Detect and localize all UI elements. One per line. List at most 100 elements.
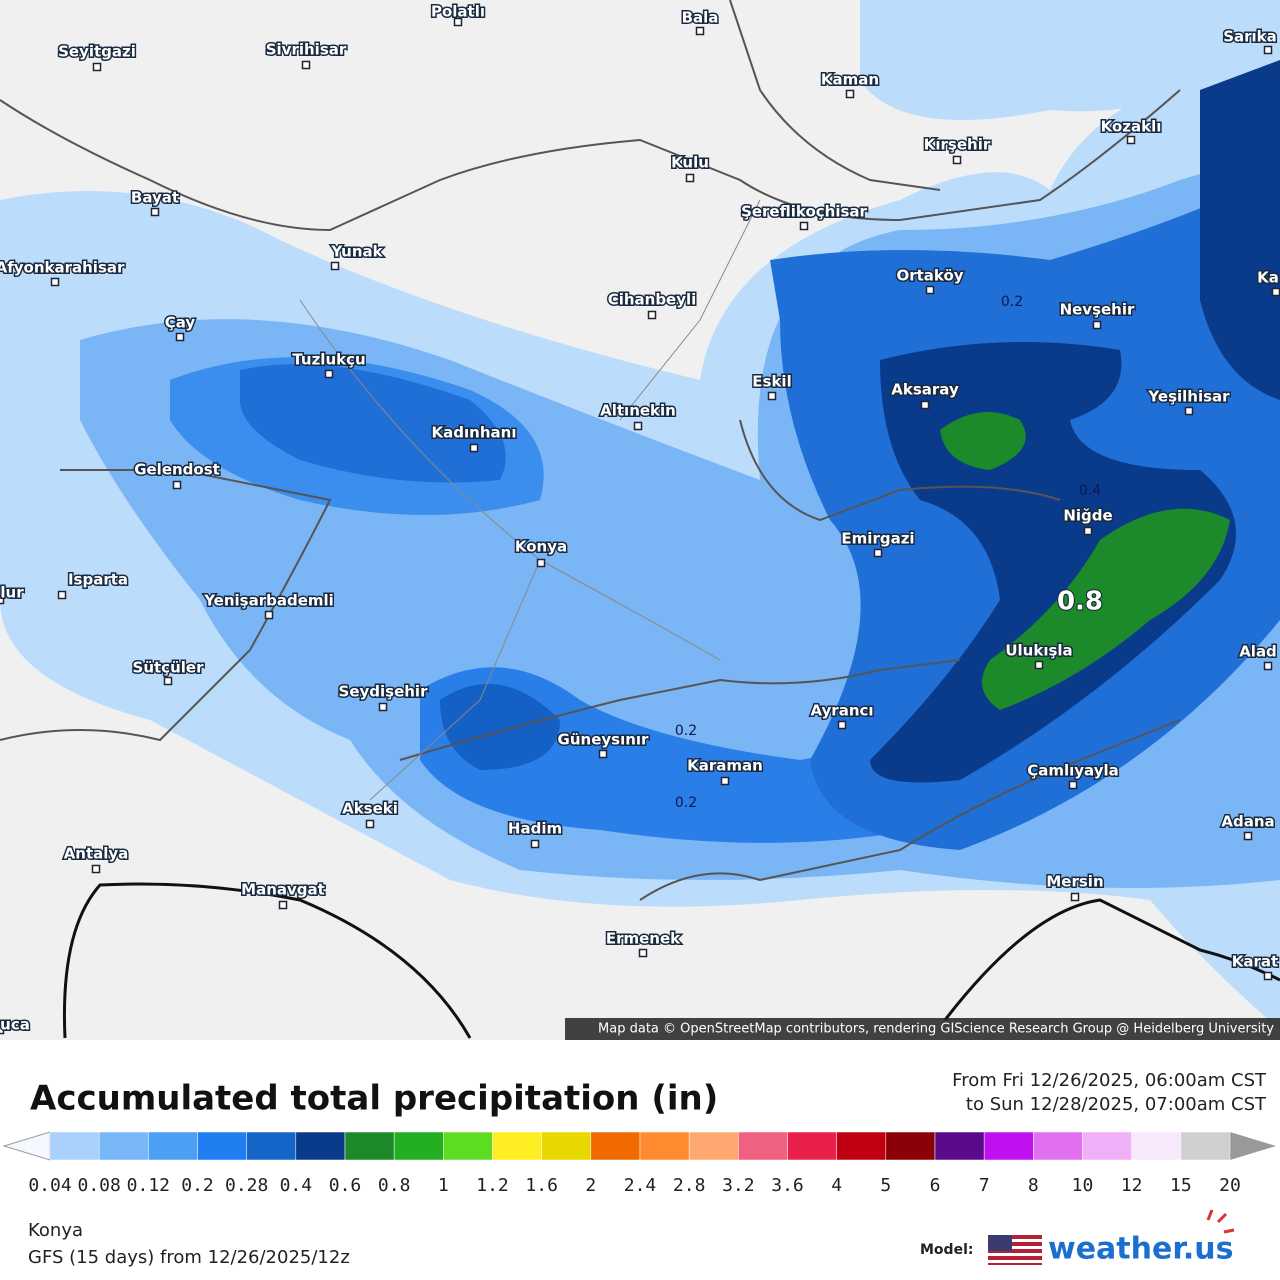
- legend-tick-label: 0.12: [127, 1175, 170, 1196]
- legend-tick-label: 8: [1028, 1175, 1039, 1196]
- place-label: Eskil: [752, 373, 791, 391]
- place-marker: [536, 558, 546, 568]
- place-marker: [1083, 526, 1093, 536]
- place-label: Ermenek: [606, 930, 681, 948]
- place-label: Yeşilhisar: [1147, 388, 1230, 406]
- place-marker: [695, 26, 705, 36]
- place-label: Niğde: [1063, 507, 1112, 525]
- place-label: Seyitgazi: [58, 43, 136, 61]
- legend-tick-label: 0.8: [378, 1175, 411, 1196]
- place-marker: [633, 421, 643, 431]
- legend-tick-label: 3.6: [771, 1175, 804, 1196]
- legend-tick-label: 0.28: [225, 1175, 268, 1196]
- legend: Accumulated total precipitation (in) Fro…: [2, 1070, 1276, 1268]
- place-marker: [50, 277, 60, 287]
- place-label: Çay: [165, 314, 196, 332]
- place-label: Alad: [1239, 643, 1277, 661]
- place-label: Polatlı: [431, 3, 485, 21]
- us-flag: [988, 1235, 1042, 1265]
- legend-swatch: [1180, 1131, 1231, 1161]
- place-label: Sivrihisar: [266, 41, 347, 59]
- place-label: Gelendost: [134, 461, 220, 479]
- legend-tick-label: 12: [1121, 1175, 1143, 1196]
- precipitation-field: [0, 0, 1280, 1030]
- legend-swatch: [98, 1131, 149, 1161]
- place-marker: [1263, 45, 1273, 55]
- legend-swatch: [492, 1131, 542, 1161]
- place-label: Mersin: [1046, 873, 1103, 891]
- legend-tick-label: 1.6: [525, 1175, 558, 1196]
- place-marker: [685, 173, 695, 183]
- legend-tick-label: 4: [831, 1175, 842, 1196]
- place-label: Şereflikoçhisar: [741, 203, 867, 221]
- place-marker: [175, 332, 185, 342]
- place-label: Bala: [682, 9, 719, 27]
- legend-tick-label: 1: [438, 1175, 449, 1196]
- legend-swatch: [738, 1131, 788, 1161]
- place-label: Akseki: [342, 800, 398, 818]
- place-label: Kadınhanı: [432, 424, 517, 442]
- coastline: [62, 882, 1280, 1039]
- legend-swatch: [541, 1131, 592, 1161]
- place-marker: [1184, 406, 1194, 416]
- legend-tick-label: 2.8: [673, 1175, 706, 1196]
- place-label: Isparta: [68, 571, 128, 589]
- place-marker: [1092, 320, 1102, 330]
- legend-swatch: [885, 1131, 936, 1161]
- contour-label: 0.8: [1057, 587, 1103, 617]
- place-label: Manavgat: [241, 881, 325, 899]
- legend-tick-label: 6: [930, 1175, 941, 1196]
- attribution: Map data © OpenStreetMap contributors, r…: [598, 1022, 1274, 1037]
- location: Konya: [28, 1220, 83, 1241]
- place-label: Kozaklı: [1101, 118, 1162, 136]
- place-label: Kaman: [821, 71, 879, 89]
- place-marker: [837, 720, 847, 730]
- place-marker: [0, 595, 5, 605]
- place-label: Adana: [1221, 813, 1274, 831]
- place-marker: [469, 443, 479, 453]
- legend-tick-label: 0.6: [329, 1175, 362, 1196]
- place-label: Ulukışla: [1005, 642, 1072, 660]
- place-marker: [57, 590, 67, 600]
- legend-swatch: [1033, 1131, 1083, 1161]
- legend-swatch: [49, 1131, 100, 1161]
- place-marker: [1271, 287, 1280, 297]
- place-label: Ayrancı: [810, 702, 873, 720]
- place-marker: [324, 369, 334, 379]
- contour-label: 0.4: [1079, 483, 1101, 499]
- place-label: Kulu: [671, 154, 709, 172]
- legend-swatch: [197, 1131, 247, 1161]
- place-marker: [1034, 660, 1044, 670]
- place-label: Hadim: [508, 820, 562, 838]
- place-marker: [330, 261, 340, 271]
- legend-tick-label: 15: [1170, 1175, 1192, 1196]
- legend-tick-label: 2.4: [624, 1175, 657, 1196]
- place-marker: [365, 819, 375, 829]
- legend-tick-label: 0.08: [77, 1175, 120, 1196]
- place-marker: [378, 702, 388, 712]
- place-marker: [530, 839, 540, 849]
- legend-tick-label: 7: [979, 1175, 990, 1196]
- place-marker: [799, 221, 809, 231]
- place-label: Kırşehir: [924, 136, 991, 154]
- legend-swatch: [344, 1131, 395, 1161]
- model-run: GFS (15 days) from 12/26/2025/12z: [28, 1247, 350, 1268]
- place-label: Sütçüler: [133, 659, 205, 677]
- place-label: Yenişarbademli: [203, 592, 334, 610]
- place-marker: [278, 900, 288, 910]
- place-marker: [952, 155, 962, 165]
- legend-tick-label: 10: [1072, 1175, 1094, 1196]
- place-label: Karat: [1232, 953, 1278, 971]
- place-marker: [925, 285, 935, 295]
- model-label: Model:: [920, 1242, 973, 1258]
- legend-swatch: [787, 1131, 837, 1161]
- legend-tick-label: 0.04: [28, 1175, 71, 1196]
- place-marker: [873, 548, 883, 558]
- place-label: Bayat: [131, 189, 179, 207]
- legend-swatch: [639, 1131, 690, 1161]
- legend-tick-label: 2: [585, 1175, 596, 1196]
- legend-title: Accumulated total precipitation (in): [30, 1079, 718, 1119]
- legend-swatch: [836, 1131, 887, 1161]
- place-label: Nevşehir: [1060, 301, 1135, 319]
- place-label: Afyonkarahisar: [0, 259, 125, 277]
